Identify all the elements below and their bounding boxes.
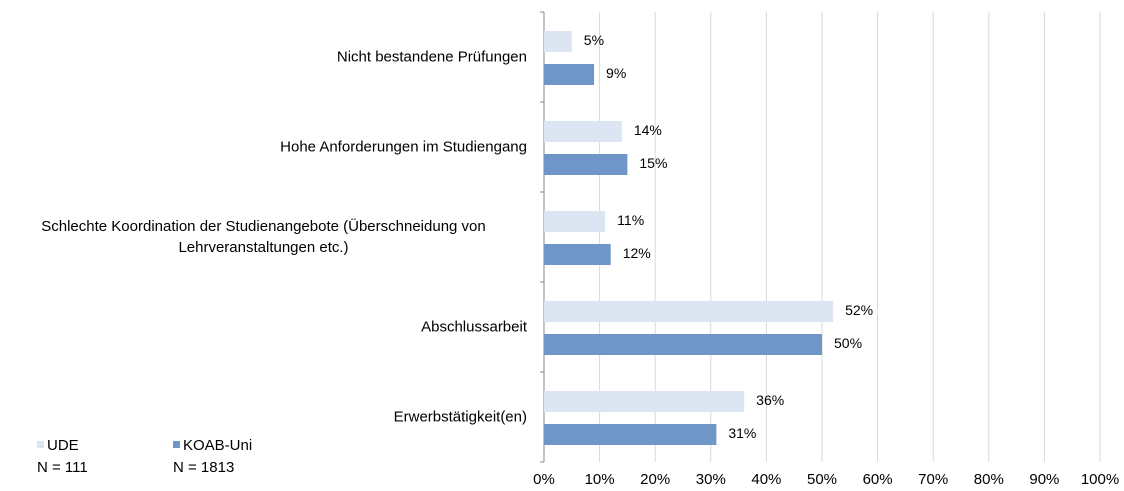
category-text: Hohe Anforderungen im Studiengang	[280, 138, 527, 156]
x-tick-label: 0%	[533, 471, 555, 488]
value-label: 31%	[728, 425, 756, 441]
value-label: 12%	[623, 245, 651, 261]
x-tick-label: 40%	[751, 471, 781, 488]
bar	[544, 211, 606, 232]
category-text: Nicht bestandene Prüfungen	[336, 48, 527, 66]
bar	[544, 244, 611, 265]
category-label: Hohe Anforderungen im Studiengang	[0, 137, 527, 158]
legend-label: UDE	[47, 437, 79, 454]
value-label: 11%	[617, 212, 644, 228]
bar	[544, 391, 745, 412]
bar	[544, 424, 717, 445]
legend-swatch	[173, 441, 180, 448]
x-tick-label: 80%	[974, 471, 1004, 488]
x-tick-label: 90%	[1029, 471, 1059, 488]
x-tick-label: 10%	[585, 471, 615, 488]
value-label: 15%	[639, 155, 667, 171]
value-label: 5%	[584, 32, 604, 48]
legend-label: KOAB-Uni	[183, 437, 252, 454]
category-label: Erwerbstätigkeit(en)	[0, 407, 527, 428]
category-label: Abschlussarbeit	[0, 317, 527, 338]
legend-sub: N = 1813	[173, 459, 234, 476]
bar	[544, 334, 822, 355]
x-tick-label: 60%	[863, 471, 893, 488]
value-label: 9%	[606, 65, 626, 81]
value-label: 50%	[834, 335, 862, 351]
x-tick-label: 20%	[640, 471, 670, 488]
value-label: 14%	[634, 122, 662, 138]
category-text: Abschlussarbeit	[421, 318, 527, 336]
bar	[544, 301, 834, 322]
category-text: Schlechte Koordination der Studienangebo…	[41, 218, 486, 256]
value-label: 36%	[756, 392, 784, 408]
legend-sub: N = 111	[37, 459, 88, 476]
x-tick-label: 30%	[696, 471, 726, 488]
bar	[544, 154, 628, 175]
bar	[544, 64, 595, 85]
value-label: 52%	[845, 302, 873, 318]
x-tick-label: 70%	[918, 471, 948, 488]
legend-swatch	[37, 441, 44, 448]
category-label: Nicht bestandene Prüfungen	[0, 47, 527, 68]
x-tick-label: 100%	[1081, 471, 1119, 488]
category-text: Erwerbstätigkeit(en)	[393, 408, 527, 426]
category-label: Schlechte Koordination der Studienangebo…	[0, 216, 527, 258]
x-tick-label: 50%	[807, 471, 837, 488]
bar	[544, 31, 572, 52]
bar	[544, 121, 622, 142]
